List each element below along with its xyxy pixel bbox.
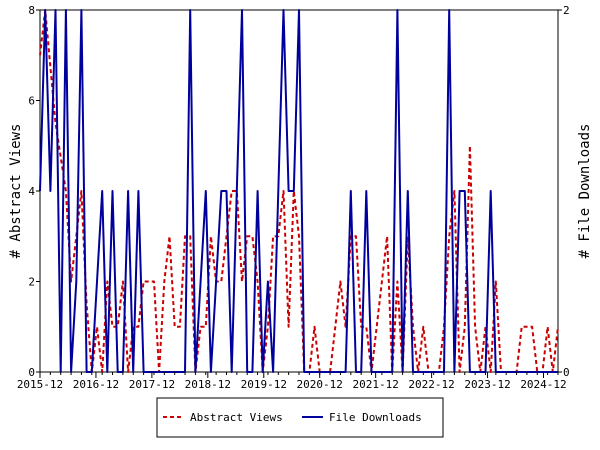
y-left-tick-label: 6 xyxy=(28,95,35,108)
y-left-tick-label: 2 xyxy=(28,276,35,289)
y-right-tick-label: 2 xyxy=(563,4,570,17)
axes-layer: 0 2 4 6 8 0 2 2015-12 2016-12 2017-12 2018-12 2019-… xyxy=(17,4,570,391)
y-left-tick-label: 0 xyxy=(28,366,35,379)
x-tick-label: 2023-12 xyxy=(464,378,510,391)
x-tick-label: 2021-12 xyxy=(352,378,398,391)
y-axis-right-title: # File Downloads xyxy=(577,124,593,259)
legend: Abstract Views File Downloads xyxy=(156,397,444,438)
legend-box xyxy=(156,397,444,438)
y-left-tick-label: 8 xyxy=(28,4,35,17)
x-tick-label: 2020-12 xyxy=(297,378,343,391)
x-tick-label: 2017-12 xyxy=(129,378,175,391)
y-left-tick-label: 4 xyxy=(28,185,35,198)
legend-label-file-downloads: File Downloads xyxy=(329,411,422,424)
x-tick-label: 2016-12 xyxy=(73,378,119,391)
x-tick-label: 2015-12 xyxy=(17,378,63,391)
series-line-file-downloads xyxy=(39,9,558,373)
y-axis-left-title: # Abstract Views xyxy=(8,124,24,259)
y-right-tick-label: 0 xyxy=(563,366,570,379)
x-tick-label: 2024-12 xyxy=(520,378,566,391)
x-tick-label: 2018-12 xyxy=(185,378,231,391)
x-tick-label: 2022-12 xyxy=(408,378,454,391)
x-tick-label: 2019-12 xyxy=(241,378,287,391)
legend-label-abstract-views: Abstract Views xyxy=(190,411,283,424)
series-layer xyxy=(39,9,559,373)
